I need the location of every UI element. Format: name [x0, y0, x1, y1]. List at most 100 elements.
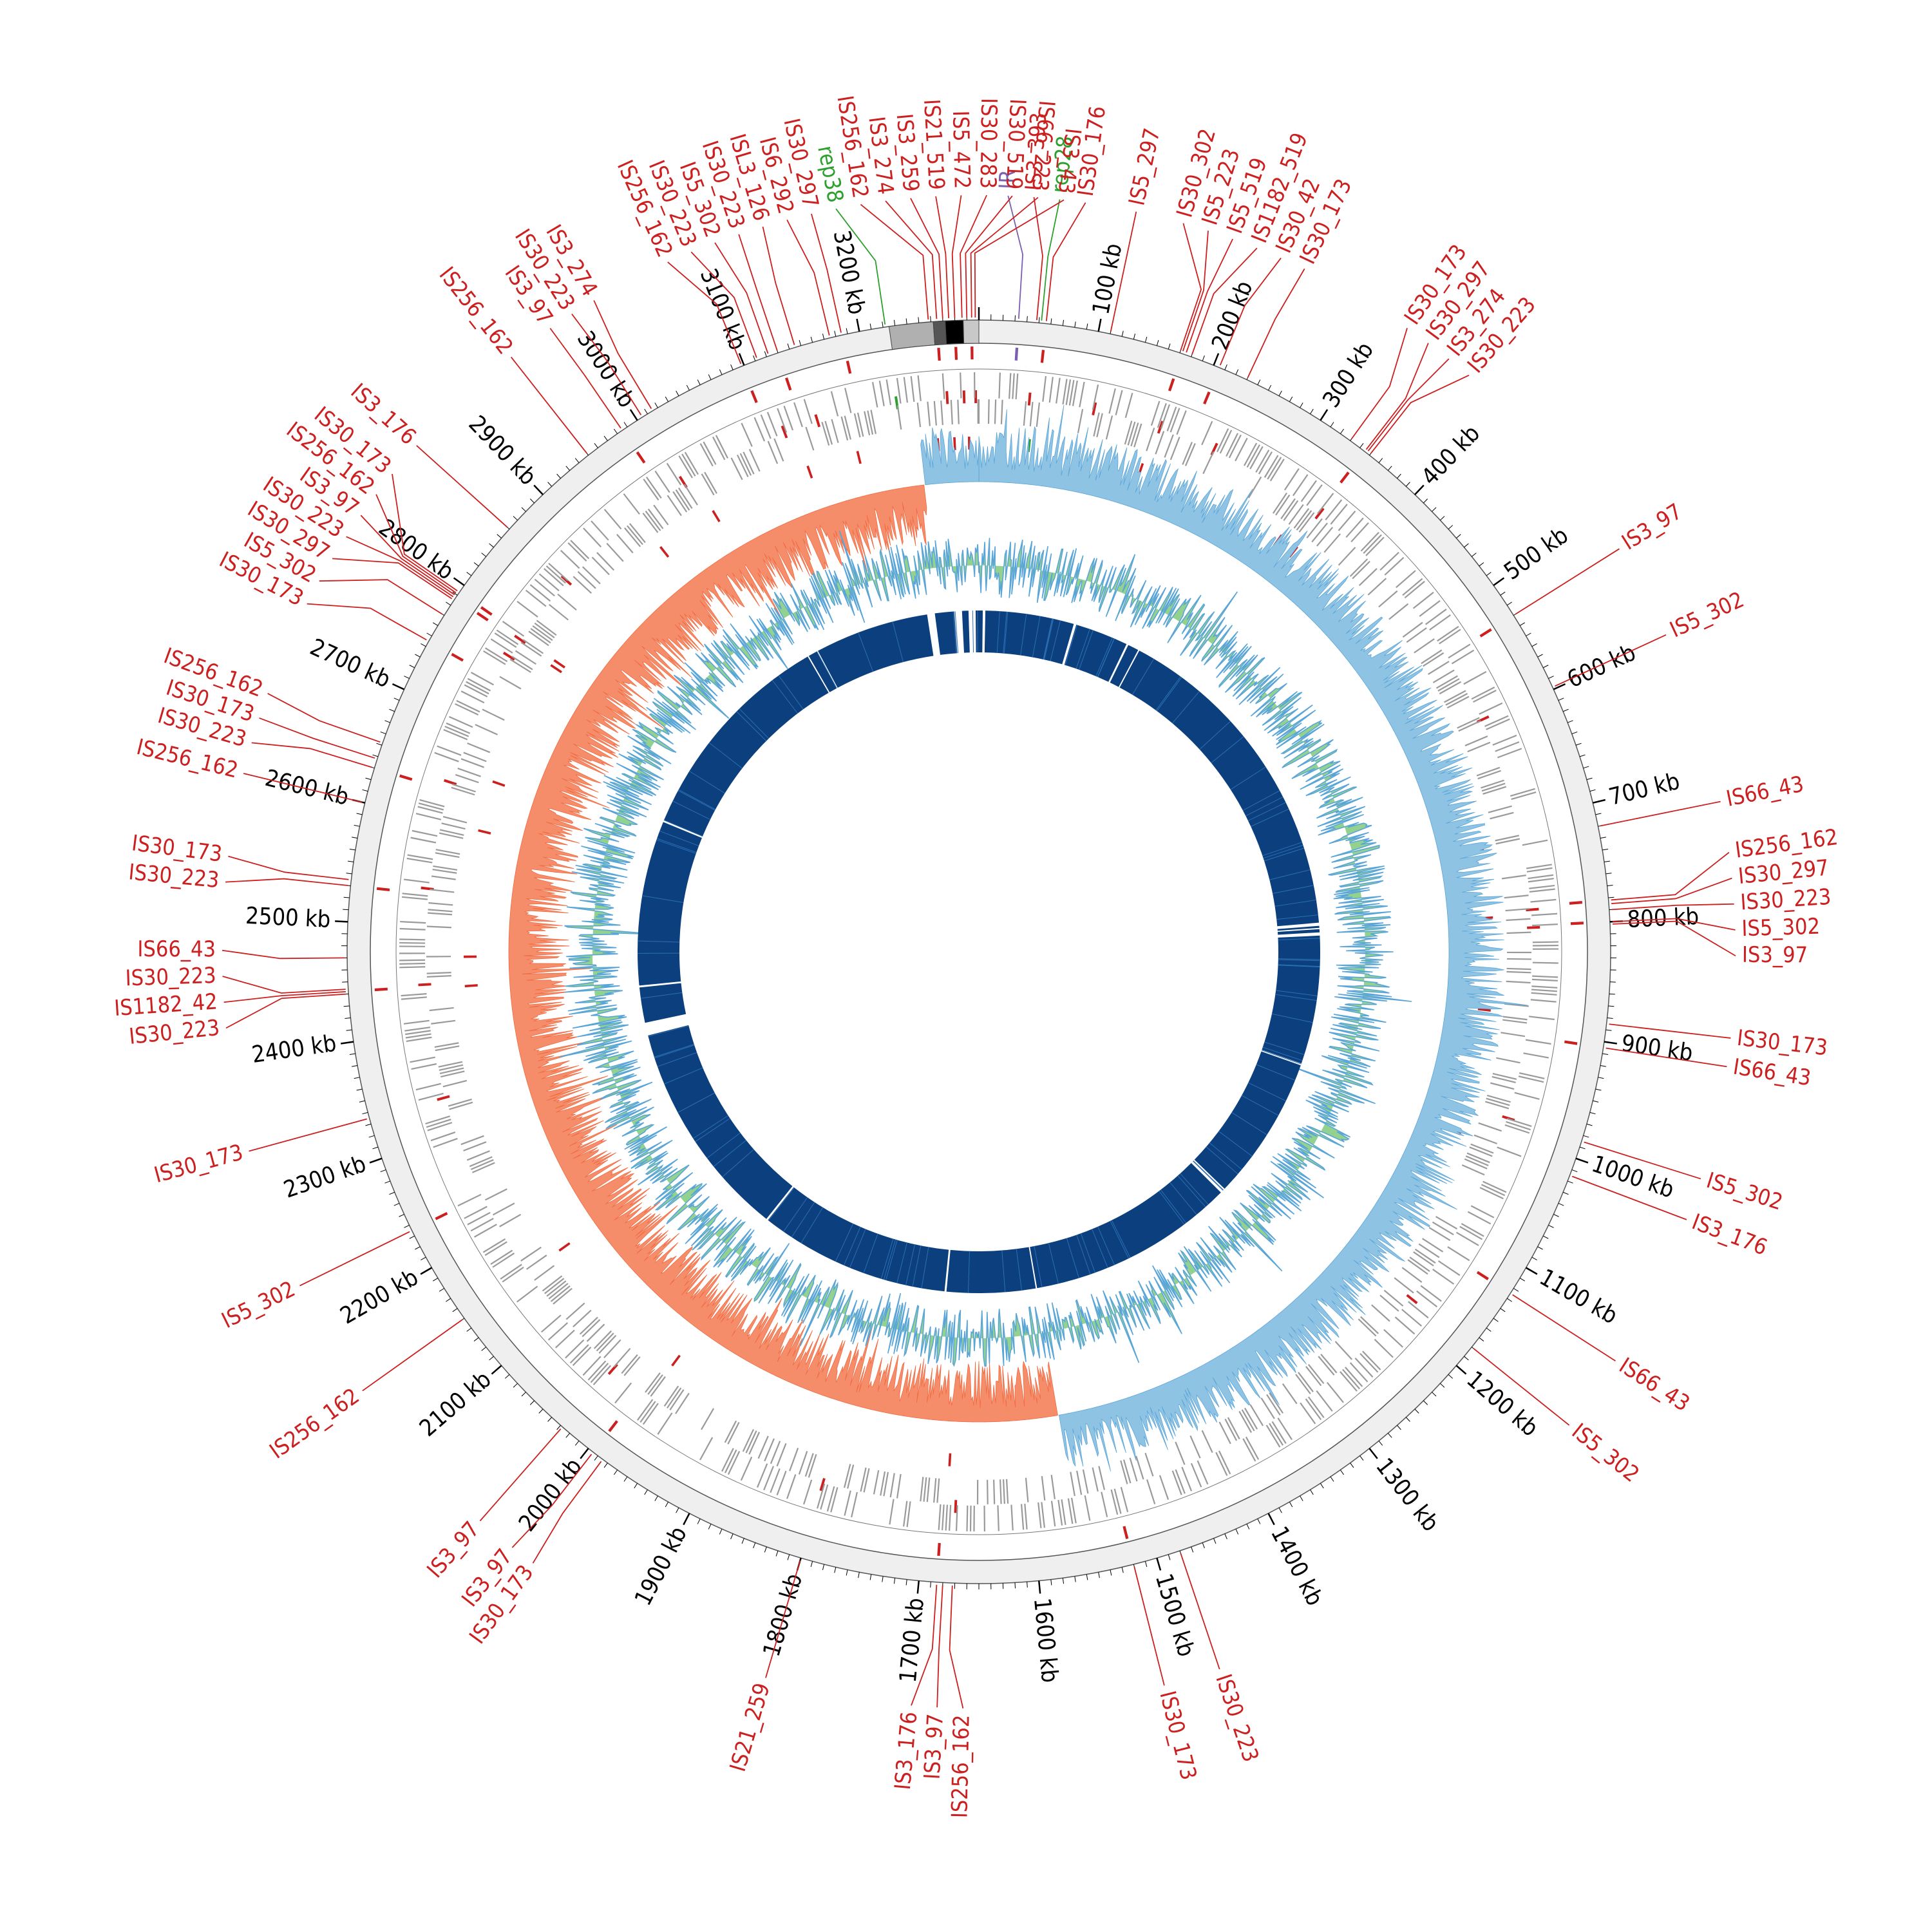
cds-gene-mark	[547, 1322, 569, 1341]
cds-gene-mark	[684, 451, 699, 475]
cds-gene-mark	[804, 1453, 814, 1477]
is-element-mark	[451, 652, 464, 662]
homology-variation-line	[1159, 1191, 1185, 1225]
cds-gene-mark	[1037, 1502, 1042, 1528]
cds-gene-mark	[1244, 442, 1258, 466]
homology-variation-line	[1264, 848, 1305, 862]
major-tick	[1593, 799, 1606, 804]
minor-tick	[1579, 754, 1586, 757]
feature-leader-line	[835, 208, 886, 325]
cds-gene-mark	[1404, 580, 1425, 599]
cds-gene-mark	[1133, 423, 1142, 448]
highlight-block	[933, 320, 947, 346]
feature-leader-line	[225, 993, 346, 1029]
minor-tick	[787, 343, 790, 350]
minor-tick	[686, 384, 690, 391]
feature-leader-line	[974, 199, 1065, 318]
major-tick	[1156, 1557, 1162, 1571]
cds-gene-mark	[1529, 888, 1555, 893]
cds-gene-mark	[886, 379, 892, 406]
minor-tick	[1513, 1288, 1519, 1292]
cds-gene-mark	[1249, 1404, 1264, 1426]
is-element-mark	[608, 1420, 618, 1432]
cds-gene-mark	[1306, 518, 1323, 539]
feature-leader-line	[667, 261, 742, 365]
minor-tick	[1604, 860, 1610, 862]
major-tick	[335, 920, 348, 923]
is-element-mark	[1479, 628, 1492, 638]
cds-gene-mark	[1288, 504, 1304, 525]
scale-tick-label: 1100 kb	[1535, 1264, 1622, 1330]
minor-tick	[1479, 1337, 1484, 1341]
major-tick	[629, 409, 638, 421]
minor-tick	[846, 328, 848, 334]
cds-gene-mark	[789, 1448, 799, 1472]
cds-gene-mark	[860, 1467, 867, 1492]
cds-gene-mark	[405, 1030, 431, 1036]
homology-segment	[934, 611, 958, 655]
cds-gene-mark	[456, 699, 480, 713]
cds-gene-mark	[430, 1132, 456, 1142]
cds-gene-mark	[756, 1463, 768, 1488]
homology-variation-line	[695, 1118, 730, 1142]
feature-leader-line	[1133, 1566, 1165, 1686]
is-element-mark	[937, 1542, 941, 1557]
cds-gene-mark	[1496, 1057, 1520, 1064]
cds-gene-mark	[844, 415, 851, 440]
cds-gene-mark	[1072, 380, 1078, 406]
cds-gene-mark	[1371, 1304, 1390, 1322]
cds-gene-mark	[1477, 770, 1501, 780]
feature-label: IS30_223	[125, 963, 216, 992]
feature-leader-line	[571, 313, 642, 415]
minor-tick	[565, 466, 571, 471]
feature-label: IS30_283	[975, 98, 1001, 189]
minor-tick	[1050, 318, 1052, 325]
cds-gene-mark	[1264, 455, 1279, 478]
minor-tick	[481, 553, 487, 557]
minor-tick	[404, 676, 410, 679]
cds-gene-mark	[1247, 476, 1262, 498]
cds-gene-mark	[1260, 1397, 1275, 1419]
cds-gene-mark	[545, 565, 567, 584]
homology-variation-line	[1218, 1131, 1253, 1157]
minor-tick	[1014, 315, 1016, 321]
homology-variation-line	[952, 611, 957, 654]
cds-gene-mark	[1414, 1248, 1436, 1264]
cds-gene-mark	[950, 400, 953, 425]
feature-label: rep28	[1046, 135, 1078, 194]
cds-gene-mark	[1150, 401, 1160, 426]
minor-tick	[719, 1528, 723, 1535]
cds-gene-mark	[1446, 696, 1470, 709]
scale-tick-label: 1800 kb	[759, 1571, 808, 1660]
cds-gene-mark	[1497, 1146, 1522, 1157]
cds-gene-mark	[1523, 1052, 1549, 1059]
homology-variation-line	[1242, 790, 1280, 811]
scale-tick-label: 200 kb	[1207, 278, 1258, 354]
cds-gene-mark	[820, 1484, 829, 1510]
homology-variation-line	[1111, 1220, 1131, 1258]
scale-tick-label: 1400 kb	[1265, 1522, 1328, 1610]
cds-gene-mark	[681, 453, 696, 477]
feature-leader-line	[1512, 1294, 1616, 1362]
cds-gene-mark	[470, 1218, 494, 1232]
is-element-mark	[846, 360, 852, 374]
cds-gene-mark	[1532, 941, 1558, 943]
feature-leader-line	[1600, 800, 1721, 827]
minor-tick	[1567, 720, 1573, 723]
minor-tick	[574, 1441, 580, 1446]
feature-leader-line	[936, 1585, 943, 1708]
minor-tick	[708, 1524, 712, 1530]
minor-tick	[1571, 1169, 1578, 1173]
cds-gene-mark	[942, 1504, 945, 1531]
cds-gene-mark	[1422, 1238, 1444, 1253]
cds-gene-mark	[1068, 379, 1075, 406]
feature-leader-line	[1007, 195, 1024, 319]
cds-gene-mark	[629, 523, 646, 544]
minor-tick	[834, 330, 837, 337]
is-element-mark	[937, 347, 941, 361]
is-element-mark	[476, 612, 489, 621]
feature-leader-line	[1182, 231, 1209, 352]
minor-tick	[1144, 336, 1148, 343]
cds-gene-mark	[1525, 1039, 1551, 1045]
cds-gene-mark	[548, 1283, 569, 1300]
